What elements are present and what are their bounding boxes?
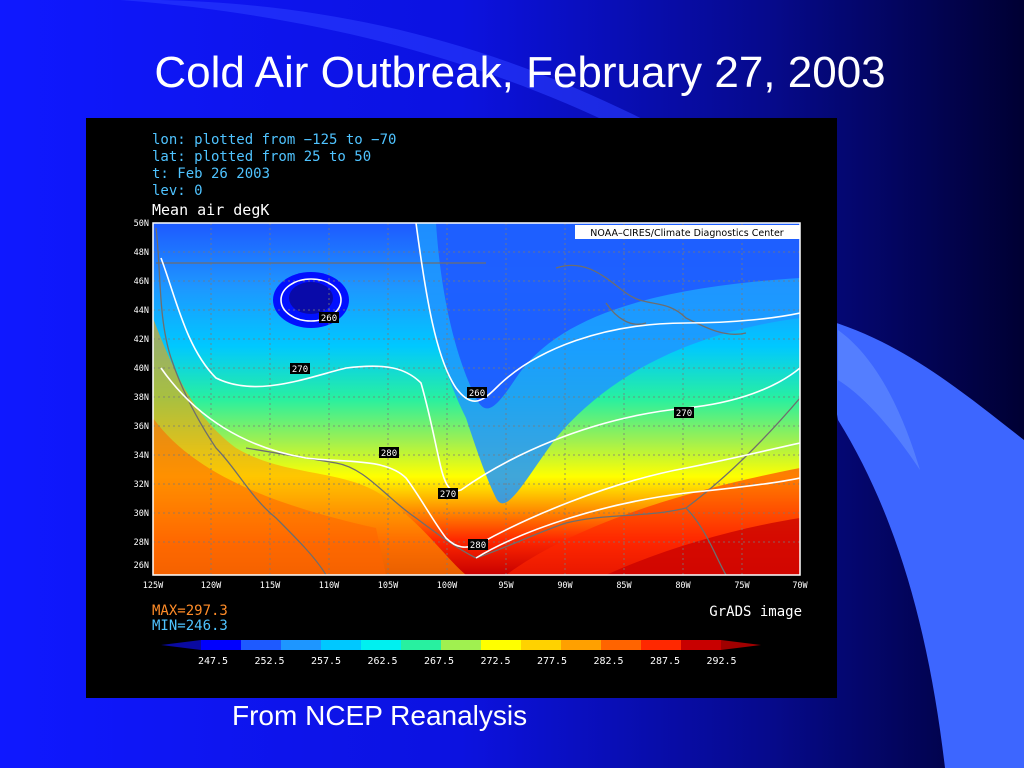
slide-title: Cold Air Outbreak, February 27, 2003 [154,48,886,97]
lat-tick-label: 50N [134,219,149,229]
colorbar-label: 287.5 [650,656,680,667]
lat-tick-label: 48N [134,248,149,258]
variable-label: Mean air degK [152,201,269,219]
colorbar-segment [321,640,361,650]
figure-caption: From NCEP Reanalysis [232,700,528,731]
map-plot-area: 260 270 260 270 280 270 280 [153,223,800,575]
colorbar-segment [241,640,281,650]
map-coastlines [155,227,800,575]
min-value-label: MIN=246.3 [152,618,228,634]
header-line-level: lev: 0 [152,183,203,199]
colorbar-segment [281,640,321,650]
colorbar-label: 282.5 [593,656,623,667]
colorbar-label: 257.5 [311,656,341,667]
colorbar-segment [161,640,201,650]
lon-tick-label: 85W [616,581,632,591]
lat-tick-label: 26N [134,561,149,571]
colorbar-segment [681,640,721,650]
lat-tick-label: 30N [134,509,149,519]
header-line-time: t: Feb 26 2003 [152,166,270,182]
lon-tick-label: 95W [498,581,514,591]
colorbar-segment [641,640,681,650]
colorbar-segment [561,640,601,650]
header-line-lon: lon: plotted from −125 to −70 [152,132,396,148]
grads-label: GrADS image [709,604,802,620]
colorbar-label: 277.5 [537,656,567,667]
lon-tick-label: 105W [378,581,399,591]
colorbar-segment [521,640,561,650]
max-value-label: MAX=297.3 [152,603,228,619]
lat-tick-label: 38N [134,393,149,403]
credit-box [575,225,800,239]
credit-label: NOAA–CIRES/Climate Diagnostics Center [590,228,783,239]
contour-label: 260 [321,314,337,324]
colorbar-segment [601,640,641,650]
contour-label: 280 [470,541,486,551]
header-line-lat: lat: plotted from 25 to 50 [152,149,371,165]
lat-tick-label: 28N [134,538,149,548]
contour-label: 260 [469,389,485,399]
colorbar-segment [401,640,441,650]
lon-tick-label: 125W [143,581,164,591]
colorbar-label: 292.5 [706,656,736,667]
lon-tick-label: 100W [437,581,458,591]
lat-tick-label: 46N [134,277,149,287]
lon-tick-label: 90W [557,581,573,591]
isotherm-contours [160,223,800,559]
colorbar-segment [721,640,761,650]
lon-tick-label: 110W [319,581,340,591]
colorbar-segment [481,640,521,650]
colorbar-label: 252.5 [254,656,284,667]
colorbar-label: 272.5 [480,656,510,667]
lon-tick-label: 70W [792,581,808,591]
lat-tick-label: 42N [134,335,149,345]
colorbar-segment [201,640,241,650]
lon-tick-label: 120W [201,581,222,591]
colorbar [161,640,761,650]
lon-tick-label: 75W [734,581,750,591]
contour-label: 280 [381,449,397,459]
lat-tick-label: 34N [134,451,149,461]
lon-tick-label: 80W [675,581,691,591]
contour-label: 270 [440,490,456,500]
lat-tick-label: 32N [134,480,149,490]
colorbar-segment [361,640,401,650]
plot-frame [152,222,801,576]
grads-figure: lon: plotted from −125 to −70 lat: plott… [86,118,837,698]
contour-label: 270 [676,409,692,419]
lat-tick-label: 40N [134,364,149,374]
lat-tick-label: 44N [134,306,149,316]
colorbar-segment [441,640,481,650]
colorbar-label: 247.5 [198,656,228,667]
lat-tick-label: 36N [134,422,149,432]
colorbar-label: 267.5 [424,656,454,667]
colorbar-label: 262.5 [367,656,397,667]
lon-tick-label: 115W [260,581,281,591]
temperature-map: lon: plotted from −125 to −70 lat: plott… [134,132,809,667]
contour-label: 270 [292,365,308,375]
